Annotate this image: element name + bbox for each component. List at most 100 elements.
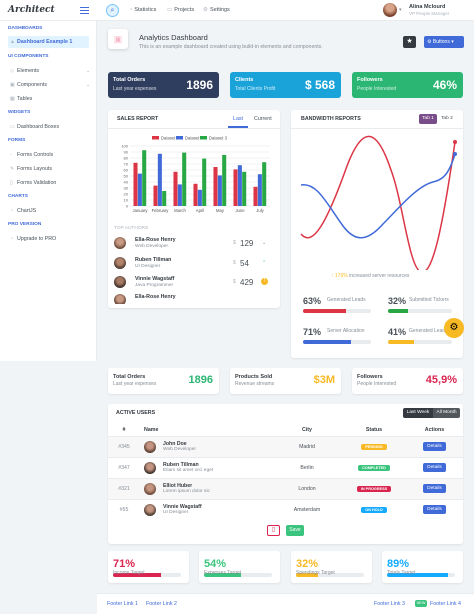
- stat-title: Followers: [357, 374, 383, 380]
- sidebar-item-forms-validation[interactable]: ▯ Forms Validation: [10, 180, 56, 186]
- user-name: John Doe: [163, 441, 187, 447]
- sidebar-item-tables[interactable]: ▦ Tables: [10, 96, 32, 102]
- gear-icon[interactable]: ⚙: [444, 318, 464, 338]
- bar: [233, 169, 238, 206]
- sidebar-item-label: Dashboard Boxes: [17, 124, 60, 130]
- sidebar-item-label: Tables: [17, 96, 33, 102]
- footer-link[interactable]: Footer Link 3: [374, 601, 405, 607]
- x-tick-label: February: [152, 208, 170, 213]
- data-point: [453, 152, 457, 156]
- nav-statistics[interactable]: ◔ Statistics: [129, 7, 156, 13]
- metric-value: 32%: [388, 296, 407, 306]
- top-authors-label: TOP AUTHORS: [114, 226, 149, 231]
- sidebar-item-chartjs[interactable]: ◔ ChartJS: [10, 208, 36, 214]
- users-table: # Name City Status Actions #345 John Doe W…: [108, 424, 463, 520]
- sidebar-item-forms-layouts[interactable]: ✎ Forms Layouts: [10, 166, 52, 172]
- trash-icon[interactable]: ▯: [267, 525, 280, 536]
- metric-value: 63%: [303, 296, 322, 306]
- y-tick-label: 30: [124, 186, 129, 191]
- tab-last[interactable]: Last: [233, 116, 244, 122]
- chevron-down-icon[interactable]: ⌄: [86, 82, 91, 88]
- all-month-button[interactable]: All Month: [433, 408, 460, 418]
- nav-settings[interactable]: ⚙ Settings: [203, 7, 230, 13]
- target-card: 54%: [199, 551, 280, 583]
- user-role: Web Developer: [163, 447, 196, 452]
- bar: [177, 184, 182, 206]
- stat-subtitle: Last year expenses: [113, 381, 157, 387]
- pendrive-icon: ▯: [10, 180, 13, 186]
- increase-label: increased server resources: [349, 273, 410, 279]
- light-icon: ◦: [10, 152, 12, 158]
- details-button[interactable]: Details: [423, 463, 446, 472]
- table-row: #345 John Doe Web Developer Madrid PENDING De…: [108, 435, 463, 457]
- user-role: Lorem ipsum dolor sic: [163, 489, 210, 494]
- last-week-button[interactable]: Last Week: [403, 408, 433, 418]
- chevron-down-icon: ⌄: [262, 240, 267, 246]
- stat-title: Followers: [357, 77, 383, 83]
- tab-2[interactable]: Tab 2: [441, 116, 453, 121]
- avatar[interactable]: [383, 3, 397, 17]
- target-card: 89%: [382, 551, 463, 583]
- stat-total-orders-2: Total Orders Last year expenses 1896: [108, 368, 219, 394]
- chevron-down-icon[interactable]: ⌄: [86, 68, 91, 74]
- bar: [222, 155, 227, 206]
- metric-progress: [388, 309, 452, 313]
- stat-value: 1896: [188, 374, 213, 386]
- author-name: Vinnie Wagstaff: [135, 276, 175, 282]
- details-button[interactable]: Details: [423, 442, 446, 451]
- table-row: #55 Vinnie Wagstaff UI Designer Amsterdam ON…: [108, 498, 463, 520]
- target-label: Income Target: [113, 570, 145, 576]
- sidebar-item-upgrade[interactable]: ◔ Upgrade to PRO: [10, 236, 56, 242]
- bandwidth-card: [291, 110, 463, 358]
- gear-icon: ⚙: [427, 39, 433, 45]
- footer-link[interactable]: Footer Link 2: [146, 601, 177, 607]
- footer: [97, 593, 474, 614]
- save-button[interactable]: Save: [286, 525, 304, 536]
- series-line-blue: [300, 153, 456, 239]
- bar: [162, 191, 167, 206]
- gear-icon: ⚙: [203, 7, 208, 13]
- column-header: City: [301, 426, 312, 433]
- x-tick-label: January: [133, 208, 149, 213]
- warning-icon: !: [261, 278, 268, 285]
- sidebar-heading-dashboards: DASHBOARDS: [8, 26, 43, 31]
- page-title: Analytics Dashboard: [139, 33, 208, 42]
- hamburger-icon[interactable]: [80, 7, 89, 14]
- target-label: Spendings Target: [296, 570, 335, 576]
- app-logo[interactable]: Architect: [8, 5, 55, 15]
- sidebar-item-dashboard[interactable]: ▲ Dashboard Example 1: [8, 36, 89, 48]
- car-icon: ▣: [108, 29, 128, 49]
- footer-link[interactable]: Footer Link 4: [430, 601, 461, 607]
- details-button[interactable]: Details: [423, 484, 446, 493]
- avatar: [144, 482, 156, 495]
- eyedropper-icon: ✎: [10, 166, 15, 172]
- y-tick-label: 70: [124, 162, 129, 167]
- sidebar-item-components[interactable]: ▣ Components: [10, 82, 47, 88]
- search-icon[interactable]: ⌕: [106, 4, 119, 17]
- bar: [213, 167, 218, 206]
- bar: [153, 185, 158, 206]
- target-value: 71%: [113, 558, 136, 570]
- stat-subtitle: Total Clients Profit: [235, 86, 276, 92]
- author-row: Ella-Rose Henry: [114, 294, 272, 304]
- tab-current[interactable]: Current: [254, 116, 272, 122]
- sidebar-item-elements[interactable]: ◇ Elements: [10, 68, 39, 74]
- sidebar-item-dashboard-boxes[interactable]: ▭ Dashboard Boxes: [10, 124, 59, 130]
- chevron-down-icon[interactable]: ▾: [399, 7, 402, 13]
- row-id: #321: [108, 477, 140, 499]
- sidebar-heading-widgets: WIDGETS: [8, 110, 31, 115]
- metric-value: 41%: [388, 327, 407, 337]
- footer-link[interactable]: Footer Link 1: [107, 601, 138, 607]
- star-icon[interactable]: ★: [403, 36, 416, 48]
- table-icon: ▦: [10, 96, 15, 102]
- stat-title: Products Sold: [235, 374, 273, 380]
- sidebar-item-forms-controls[interactable]: ◦ Forms Controls: [10, 152, 53, 158]
- nav-projects[interactable]: ▭ Projects: [167, 7, 194, 13]
- details-button[interactable]: Details: [423, 505, 446, 515]
- tab-1[interactable]: Tab 1: [419, 114, 437, 124]
- bar: [257, 174, 262, 206]
- bar: [242, 171, 247, 206]
- bar: [142, 150, 147, 206]
- buttons-dropdown[interactable]: ⚙ Buttons ▾: [424, 36, 464, 48]
- row-status: COMPLETED: [342, 456, 406, 478]
